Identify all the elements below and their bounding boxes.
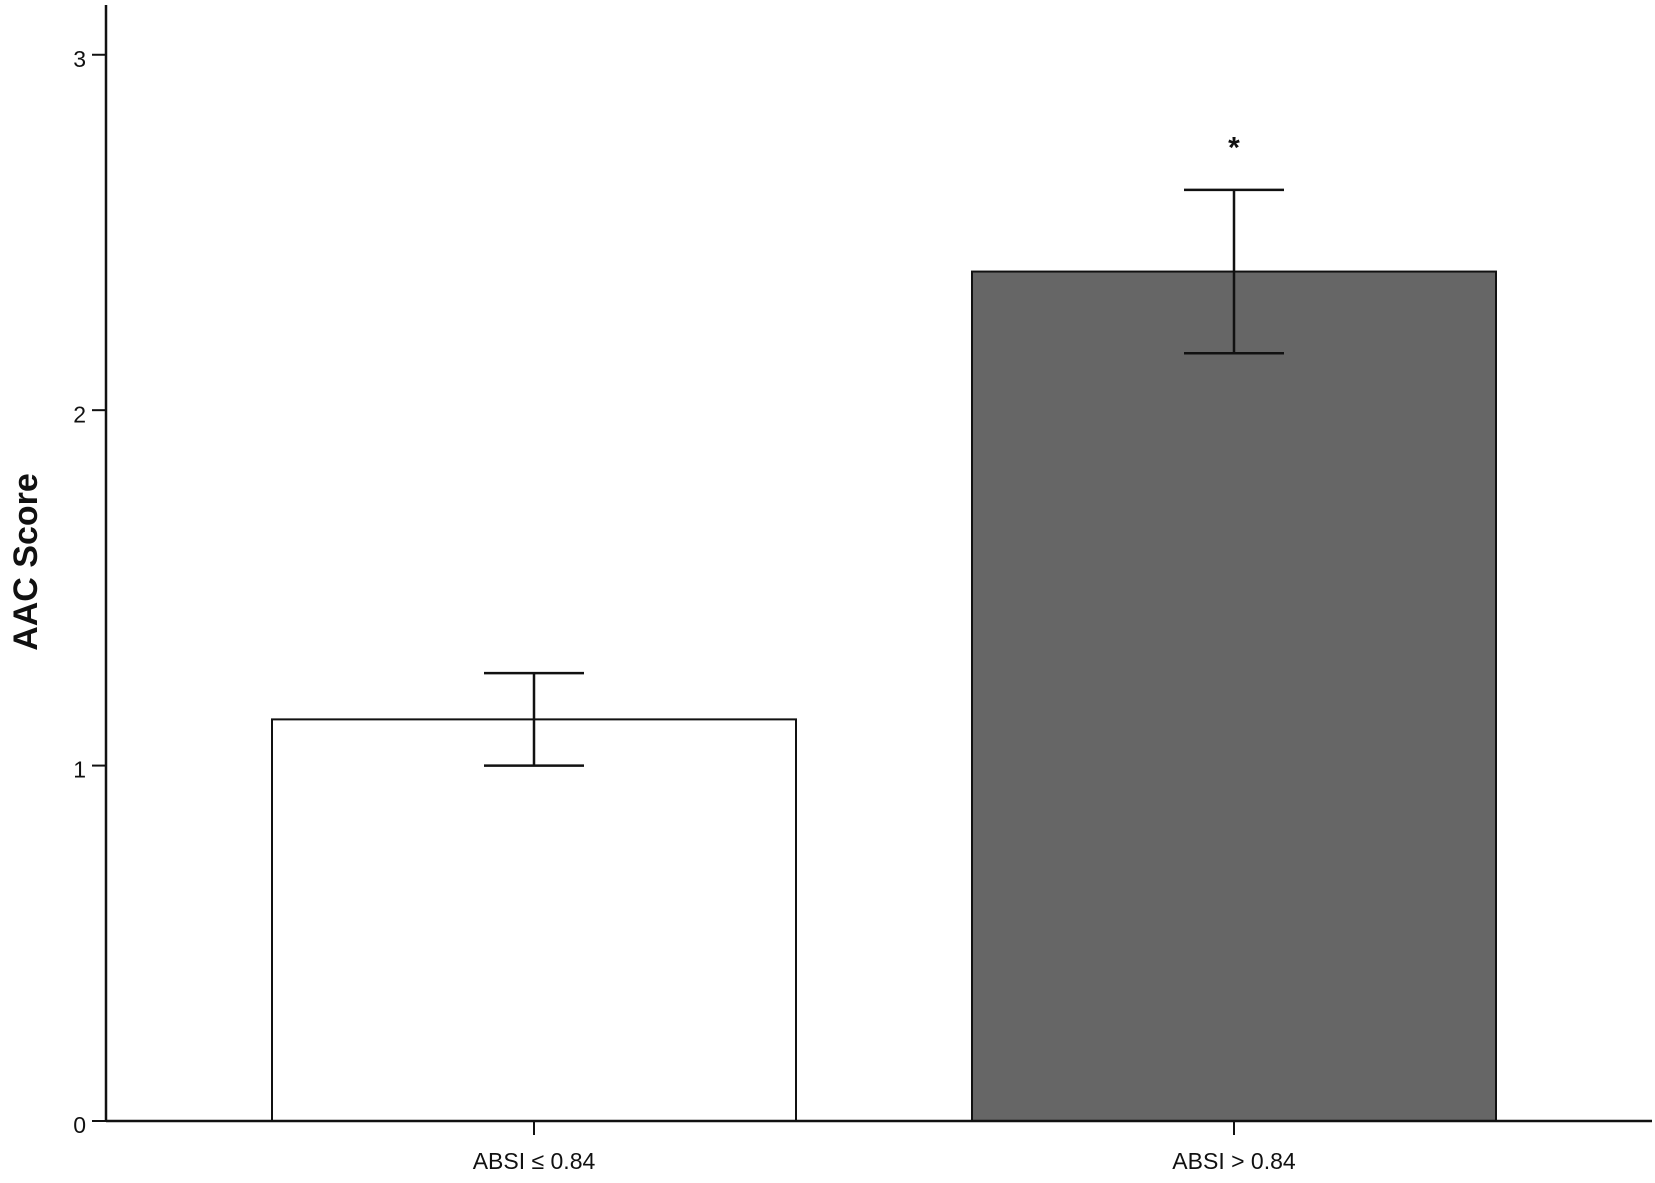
y-tick-label: 2 bbox=[73, 401, 86, 427]
bar bbox=[971, 270, 1497, 1123]
y-tick-label: 1 bbox=[73, 757, 86, 783]
y-tick-label: 0 bbox=[73, 1112, 86, 1138]
y-tick-label: 3 bbox=[73, 46, 86, 72]
bar bbox=[271, 718, 797, 1122]
error-bar bbox=[484, 671, 584, 767]
y-axis-label: AAC Score bbox=[7, 473, 45, 651]
x-tick-label: ABSI > 0.84 bbox=[1172, 1148, 1296, 1174]
annotation: * bbox=[1228, 132, 1240, 165]
x-tick-label: ABSI ≤ 0.84 bbox=[473, 1148, 596, 1174]
error-bar bbox=[1184, 188, 1284, 355]
